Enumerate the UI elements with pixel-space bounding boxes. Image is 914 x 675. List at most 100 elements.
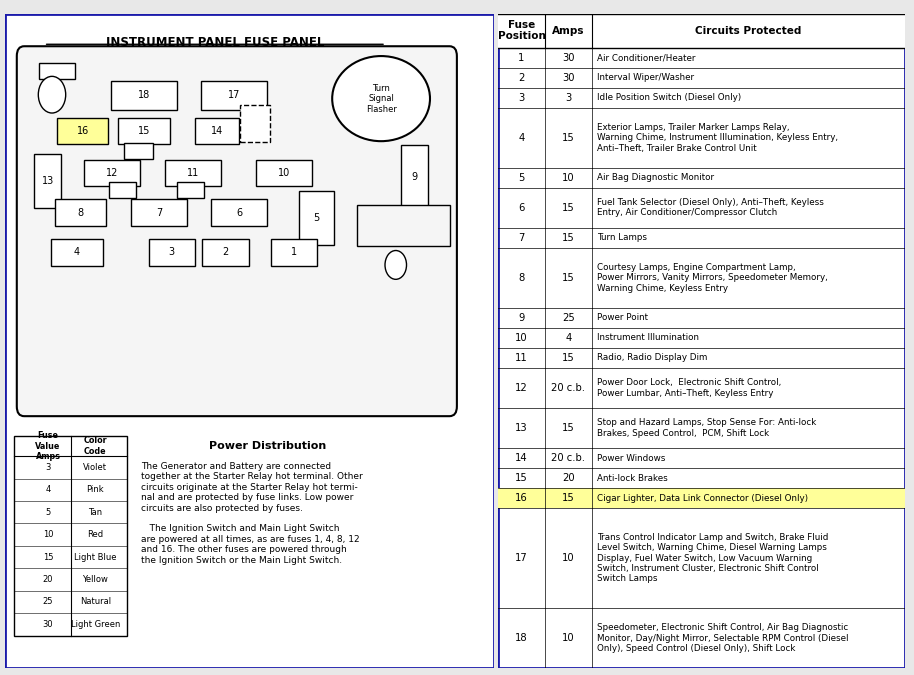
FancyBboxPatch shape (15, 436, 127, 636)
Text: 5: 5 (46, 508, 50, 517)
Text: 6: 6 (518, 202, 525, 213)
FancyBboxPatch shape (84, 159, 140, 186)
Text: Fuel Tank Selector (Diesel Only), Anti–Theft, Keyless
Entry, Air Conditioner/Com: Fuel Tank Selector (Diesel Only), Anti–T… (597, 198, 824, 217)
Text: 12: 12 (106, 167, 118, 178)
Text: 17: 17 (515, 553, 528, 563)
Text: 18: 18 (138, 90, 150, 101)
Text: 3: 3 (46, 463, 51, 472)
FancyBboxPatch shape (240, 105, 270, 142)
Text: 16: 16 (77, 126, 89, 136)
Text: 10: 10 (562, 553, 575, 563)
Text: 9: 9 (411, 172, 418, 182)
Text: 20 c.b.: 20 c.b. (551, 383, 585, 393)
Text: 30: 30 (43, 620, 53, 629)
Text: 15: 15 (562, 493, 575, 503)
Text: 30: 30 (562, 53, 575, 63)
Text: 5: 5 (314, 213, 320, 223)
Text: Courtesy Lamps, Engine Compartment Lamp,
Power Mirrors, Vanity Mirrors, Speedome: Courtesy Lamps, Engine Compartment Lamp,… (597, 263, 827, 293)
Text: 8: 8 (518, 273, 525, 283)
Text: 17: 17 (228, 90, 240, 101)
Text: 11: 11 (186, 167, 199, 178)
FancyBboxPatch shape (271, 240, 317, 265)
FancyBboxPatch shape (498, 14, 905, 668)
Text: 18: 18 (515, 633, 527, 643)
Text: Stop and Hazard Lamps, Stop Sense For: Anti-lock
Brakes, Speed Control,  PCM, Sh: Stop and Hazard Lamps, Stop Sense For: A… (597, 418, 816, 437)
FancyBboxPatch shape (201, 80, 268, 110)
Text: 15: 15 (562, 233, 575, 243)
Text: Color
Code: Color Code (83, 436, 107, 456)
Text: Natural: Natural (80, 597, 111, 606)
Text: 10: 10 (278, 167, 291, 178)
Text: Red: Red (87, 530, 103, 539)
Text: Yellow: Yellow (82, 575, 108, 584)
Text: 15: 15 (562, 353, 575, 363)
Text: Exterior Lamps, Trailer Marker Lamps Relay,
Warning Chime, Instrument Illuminati: Exterior Lamps, Trailer Marker Lamps Rel… (597, 123, 837, 153)
FancyBboxPatch shape (211, 199, 268, 225)
Text: 14: 14 (515, 453, 527, 463)
Text: 10: 10 (515, 333, 527, 343)
Text: Trans Control Indicator Lamp and Switch, Brake Fluid
Level Switch, Warning Chime: Trans Control Indicator Lamp and Switch,… (597, 533, 828, 583)
Circle shape (385, 250, 407, 279)
Text: 2: 2 (222, 248, 228, 257)
Text: 10: 10 (562, 173, 575, 183)
Text: Light Blue: Light Blue (74, 553, 117, 562)
Text: 15: 15 (562, 423, 575, 433)
Text: 12: 12 (515, 383, 528, 393)
Text: Power Door Lock,  Electronic Shift Control,
Power Lumbar, Anti–Theft, Keyless En: Power Door Lock, Electronic Shift Contro… (597, 378, 781, 398)
Text: Light Green: Light Green (70, 620, 120, 629)
Text: Fuse
Position: Fuse Position (497, 20, 546, 41)
FancyBboxPatch shape (109, 182, 136, 198)
Text: 2: 2 (518, 73, 525, 82)
Text: 13: 13 (41, 176, 54, 186)
Text: Violet: Violet (83, 463, 107, 472)
Text: 4: 4 (46, 485, 50, 494)
Text: 20 c.b.: 20 c.b. (551, 453, 585, 463)
Text: INSTRUMENT PANEL FUSE PANEL: INSTRUMENT PANEL FUSE PANEL (106, 36, 324, 49)
Text: 11: 11 (515, 353, 528, 363)
Text: Turn Lamps: Turn Lamps (597, 234, 646, 242)
Text: 3: 3 (169, 248, 175, 257)
Text: 4: 4 (565, 333, 571, 343)
Text: Fuse
Value
Amps: Fuse Value Amps (36, 431, 60, 461)
Text: 15: 15 (43, 553, 53, 562)
Text: Air Conditioner/Heater: Air Conditioner/Heater (597, 53, 695, 62)
Text: Power Point: Power Point (597, 313, 647, 323)
Text: The Generator and Battery are connected
together at the Starter Relay hot termin: The Generator and Battery are connected … (142, 462, 363, 564)
Text: 8: 8 (78, 207, 83, 217)
Ellipse shape (332, 56, 430, 141)
Text: Circuits Protected: Circuits Protected (695, 26, 802, 36)
Text: 4: 4 (518, 133, 525, 142)
FancyBboxPatch shape (111, 80, 177, 110)
Text: Power Windows: Power Windows (597, 454, 664, 462)
FancyBboxPatch shape (165, 159, 221, 186)
FancyBboxPatch shape (196, 118, 239, 144)
Text: 13: 13 (515, 423, 527, 433)
Text: 3: 3 (565, 92, 571, 103)
Text: Power Distribution: Power Distribution (209, 441, 326, 451)
Text: Instrument Illumination: Instrument Illumination (597, 333, 698, 342)
Text: Cigar Lighter, Data Link Connector (Diesel Only): Cigar Lighter, Data Link Connector (Dies… (597, 493, 808, 503)
FancyBboxPatch shape (124, 143, 153, 159)
Text: 15: 15 (138, 126, 150, 136)
FancyBboxPatch shape (35, 155, 61, 208)
FancyBboxPatch shape (38, 63, 76, 79)
FancyBboxPatch shape (356, 205, 450, 246)
Text: 15: 15 (562, 202, 575, 213)
FancyBboxPatch shape (176, 182, 204, 198)
FancyBboxPatch shape (51, 240, 102, 265)
FancyBboxPatch shape (118, 118, 170, 144)
FancyBboxPatch shape (202, 240, 249, 265)
FancyBboxPatch shape (299, 191, 335, 244)
Circle shape (38, 76, 66, 113)
Text: Turn
Signal
Flasher: Turn Signal Flasher (366, 84, 397, 113)
FancyBboxPatch shape (256, 159, 313, 186)
Text: 15: 15 (562, 133, 575, 142)
Text: Radio, Radio Display Dim: Radio, Radio Display Dim (597, 354, 707, 362)
Text: 15: 15 (515, 473, 528, 483)
FancyBboxPatch shape (58, 118, 109, 144)
Text: 14: 14 (211, 126, 223, 136)
Text: 10: 10 (43, 530, 53, 539)
Text: Anti-lock Brakes: Anti-lock Brakes (597, 474, 667, 483)
FancyBboxPatch shape (16, 46, 457, 416)
Text: Idle Position Switch (Diesel Only): Idle Position Switch (Diesel Only) (597, 93, 741, 102)
